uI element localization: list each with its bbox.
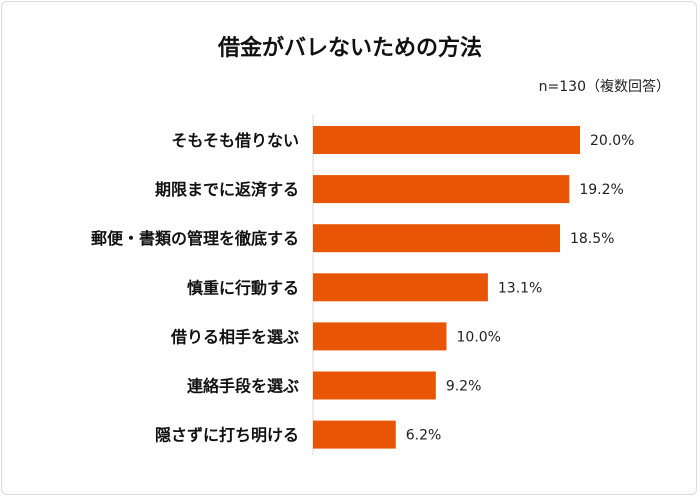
value-label: 18.5% (570, 231, 614, 247)
bar (313, 322, 447, 351)
value-label: 20.0% (590, 133, 634, 149)
bar (313, 224, 560, 253)
value-label: 6.2% (406, 428, 442, 444)
bar (313, 273, 488, 302)
category-label: そもそも借りない (171, 131, 299, 150)
bar (313, 175, 570, 204)
category-label: 慎重に行動する (187, 278, 299, 297)
value-label: 19.2% (579, 182, 623, 198)
category-label: 連絡手段を選ぶ (187, 377, 299, 396)
category-label: 隠さずに打ち明ける (155, 426, 299, 445)
chart-title: 借金がバレないための方法 (217, 36, 482, 61)
value-label: 10.0% (457, 329, 501, 345)
category-label: 郵便・書類の管理を徹底する (91, 229, 299, 248)
bar (313, 371, 436, 400)
bar (313, 126, 580, 154)
category-label: 借りる相手を選ぶ (170, 327, 299, 346)
sample-note: n=130（複数回答） (538, 79, 670, 95)
category-label: 期限までに返済する (155, 180, 299, 199)
bar (313, 420, 396, 449)
value-label: 9.2% (446, 379, 482, 395)
value-label: 13.1% (498, 280, 542, 296)
